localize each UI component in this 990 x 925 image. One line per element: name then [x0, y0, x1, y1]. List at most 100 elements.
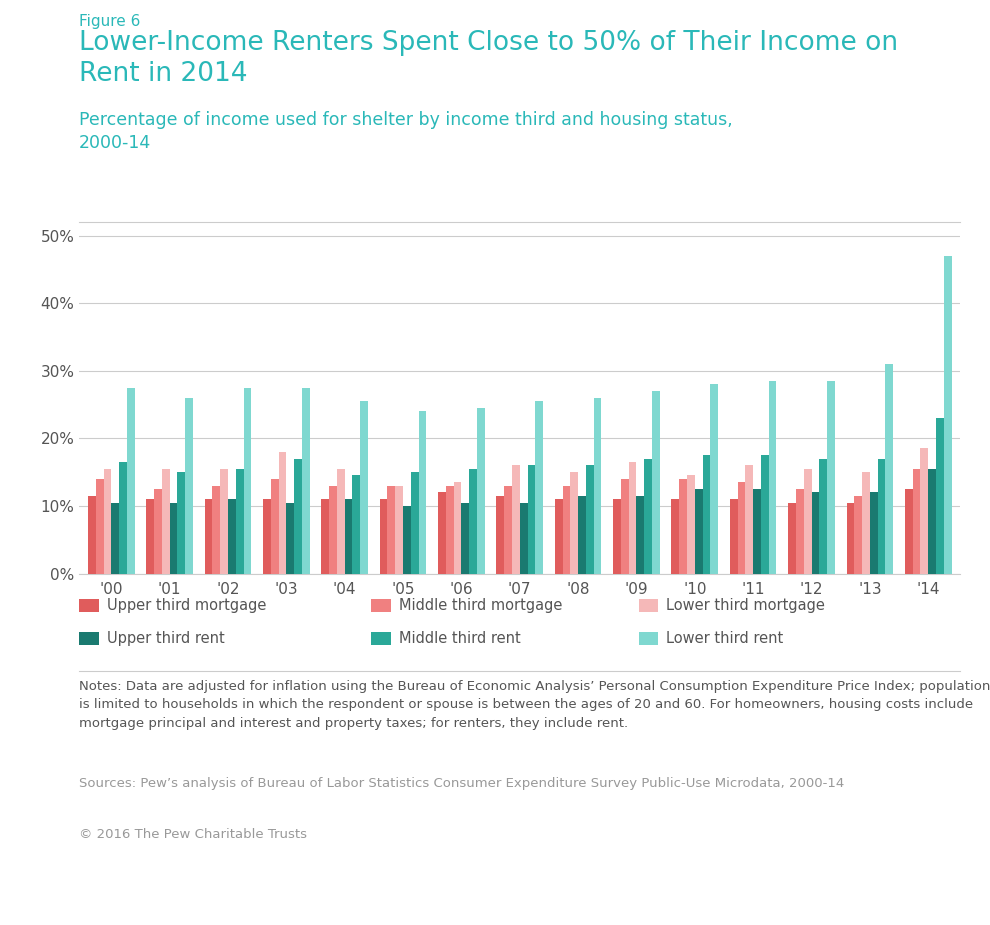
Text: Notes: Data are adjusted for inflation using the Bureau of Economic Analysis’ Pe: Notes: Data are adjusted for inflation u…	[79, 680, 990, 730]
Bar	[360, 401, 368, 574]
Bar	[613, 500, 621, 574]
Bar	[278, 451, 286, 574]
Bar	[352, 475, 360, 574]
Bar	[738, 482, 745, 574]
Bar	[554, 500, 562, 574]
Bar	[520, 502, 528, 574]
Bar	[703, 455, 711, 574]
Text: Lower third rent: Lower third rent	[666, 631, 783, 646]
Bar	[913, 469, 921, 574]
Bar	[169, 502, 177, 574]
Bar	[236, 469, 244, 574]
Bar	[419, 412, 427, 574]
Text: Middle third rent: Middle third rent	[399, 631, 521, 646]
Bar	[730, 500, 738, 574]
Bar	[177, 472, 185, 574]
Text: Middle third mortgage: Middle third mortgage	[399, 598, 562, 613]
Bar	[263, 500, 271, 574]
Bar	[878, 459, 885, 574]
Bar	[578, 496, 586, 574]
Bar	[827, 381, 835, 574]
Bar	[337, 469, 345, 574]
Bar	[453, 482, 461, 574]
Bar	[644, 459, 652, 574]
Bar	[671, 500, 679, 574]
Bar	[586, 465, 594, 574]
Bar	[745, 465, 753, 574]
Bar	[679, 479, 687, 574]
Bar	[147, 500, 154, 574]
Bar	[96, 479, 104, 574]
Bar	[804, 469, 812, 574]
Bar	[711, 384, 718, 574]
Bar	[761, 455, 768, 574]
Bar	[111, 502, 119, 574]
Bar	[302, 388, 310, 574]
Bar	[562, 486, 570, 574]
Bar	[570, 472, 578, 574]
Bar	[127, 388, 135, 574]
Bar	[820, 459, 827, 574]
Text: Upper third mortgage: Upper third mortgage	[107, 598, 266, 613]
Bar	[329, 486, 337, 574]
Bar	[154, 489, 161, 574]
Bar	[461, 502, 469, 574]
Bar	[438, 492, 446, 574]
Text: Figure 6: Figure 6	[79, 14, 141, 29]
Bar	[403, 506, 411, 574]
Bar	[528, 465, 536, 574]
Bar	[294, 459, 302, 574]
Bar	[504, 486, 512, 574]
Bar	[380, 500, 387, 574]
Bar	[395, 486, 403, 574]
Bar	[753, 489, 761, 574]
Text: Lower third mortgage: Lower third mortgage	[666, 598, 825, 613]
Bar	[185, 398, 193, 574]
Bar	[387, 486, 395, 574]
Bar	[213, 486, 220, 574]
Bar	[652, 391, 659, 574]
Bar	[854, 496, 862, 574]
Text: Sources: Pew’s analysis of Bureau of Labor Statistics Consumer Expenditure Surve: Sources: Pew’s analysis of Bureau of Lab…	[79, 777, 844, 790]
Bar	[512, 465, 520, 574]
Bar	[271, 479, 278, 574]
Bar	[621, 479, 629, 574]
Bar	[536, 401, 544, 574]
Text: Percentage of income used for shelter by income third and housing status,
2000-1: Percentage of income used for shelter by…	[79, 111, 733, 152]
Bar	[629, 462, 637, 574]
Bar	[469, 469, 477, 574]
Bar	[104, 469, 111, 574]
Bar	[905, 489, 913, 574]
Text: Upper third rent: Upper third rent	[107, 631, 225, 646]
Bar	[796, 489, 804, 574]
Bar	[594, 398, 602, 574]
Bar	[812, 492, 820, 574]
Bar	[345, 500, 352, 574]
Bar	[936, 418, 943, 574]
Bar	[862, 472, 870, 574]
Bar	[921, 449, 929, 574]
Bar	[695, 489, 703, 574]
Bar	[411, 472, 419, 574]
Bar	[846, 502, 854, 574]
Text: © 2016 The Pew Charitable Trusts: © 2016 The Pew Charitable Trusts	[79, 828, 307, 841]
Bar	[205, 500, 213, 574]
Bar	[88, 496, 96, 574]
Text: Lower-Income Renters Spent Close to 50% of Their Income on
Rent in 2014: Lower-Income Renters Spent Close to 50% …	[79, 30, 898, 87]
Bar	[119, 462, 127, 574]
Bar	[943, 256, 951, 574]
Bar	[161, 469, 169, 574]
Bar	[768, 381, 776, 574]
Bar	[929, 469, 936, 574]
Bar	[687, 475, 695, 574]
Bar	[477, 408, 485, 574]
Bar	[496, 496, 504, 574]
Bar	[870, 492, 878, 574]
Bar	[322, 500, 329, 574]
Bar	[286, 502, 294, 574]
Bar	[788, 502, 796, 574]
Bar	[244, 388, 251, 574]
Bar	[446, 486, 453, 574]
Bar	[885, 364, 893, 574]
Bar	[637, 496, 644, 574]
